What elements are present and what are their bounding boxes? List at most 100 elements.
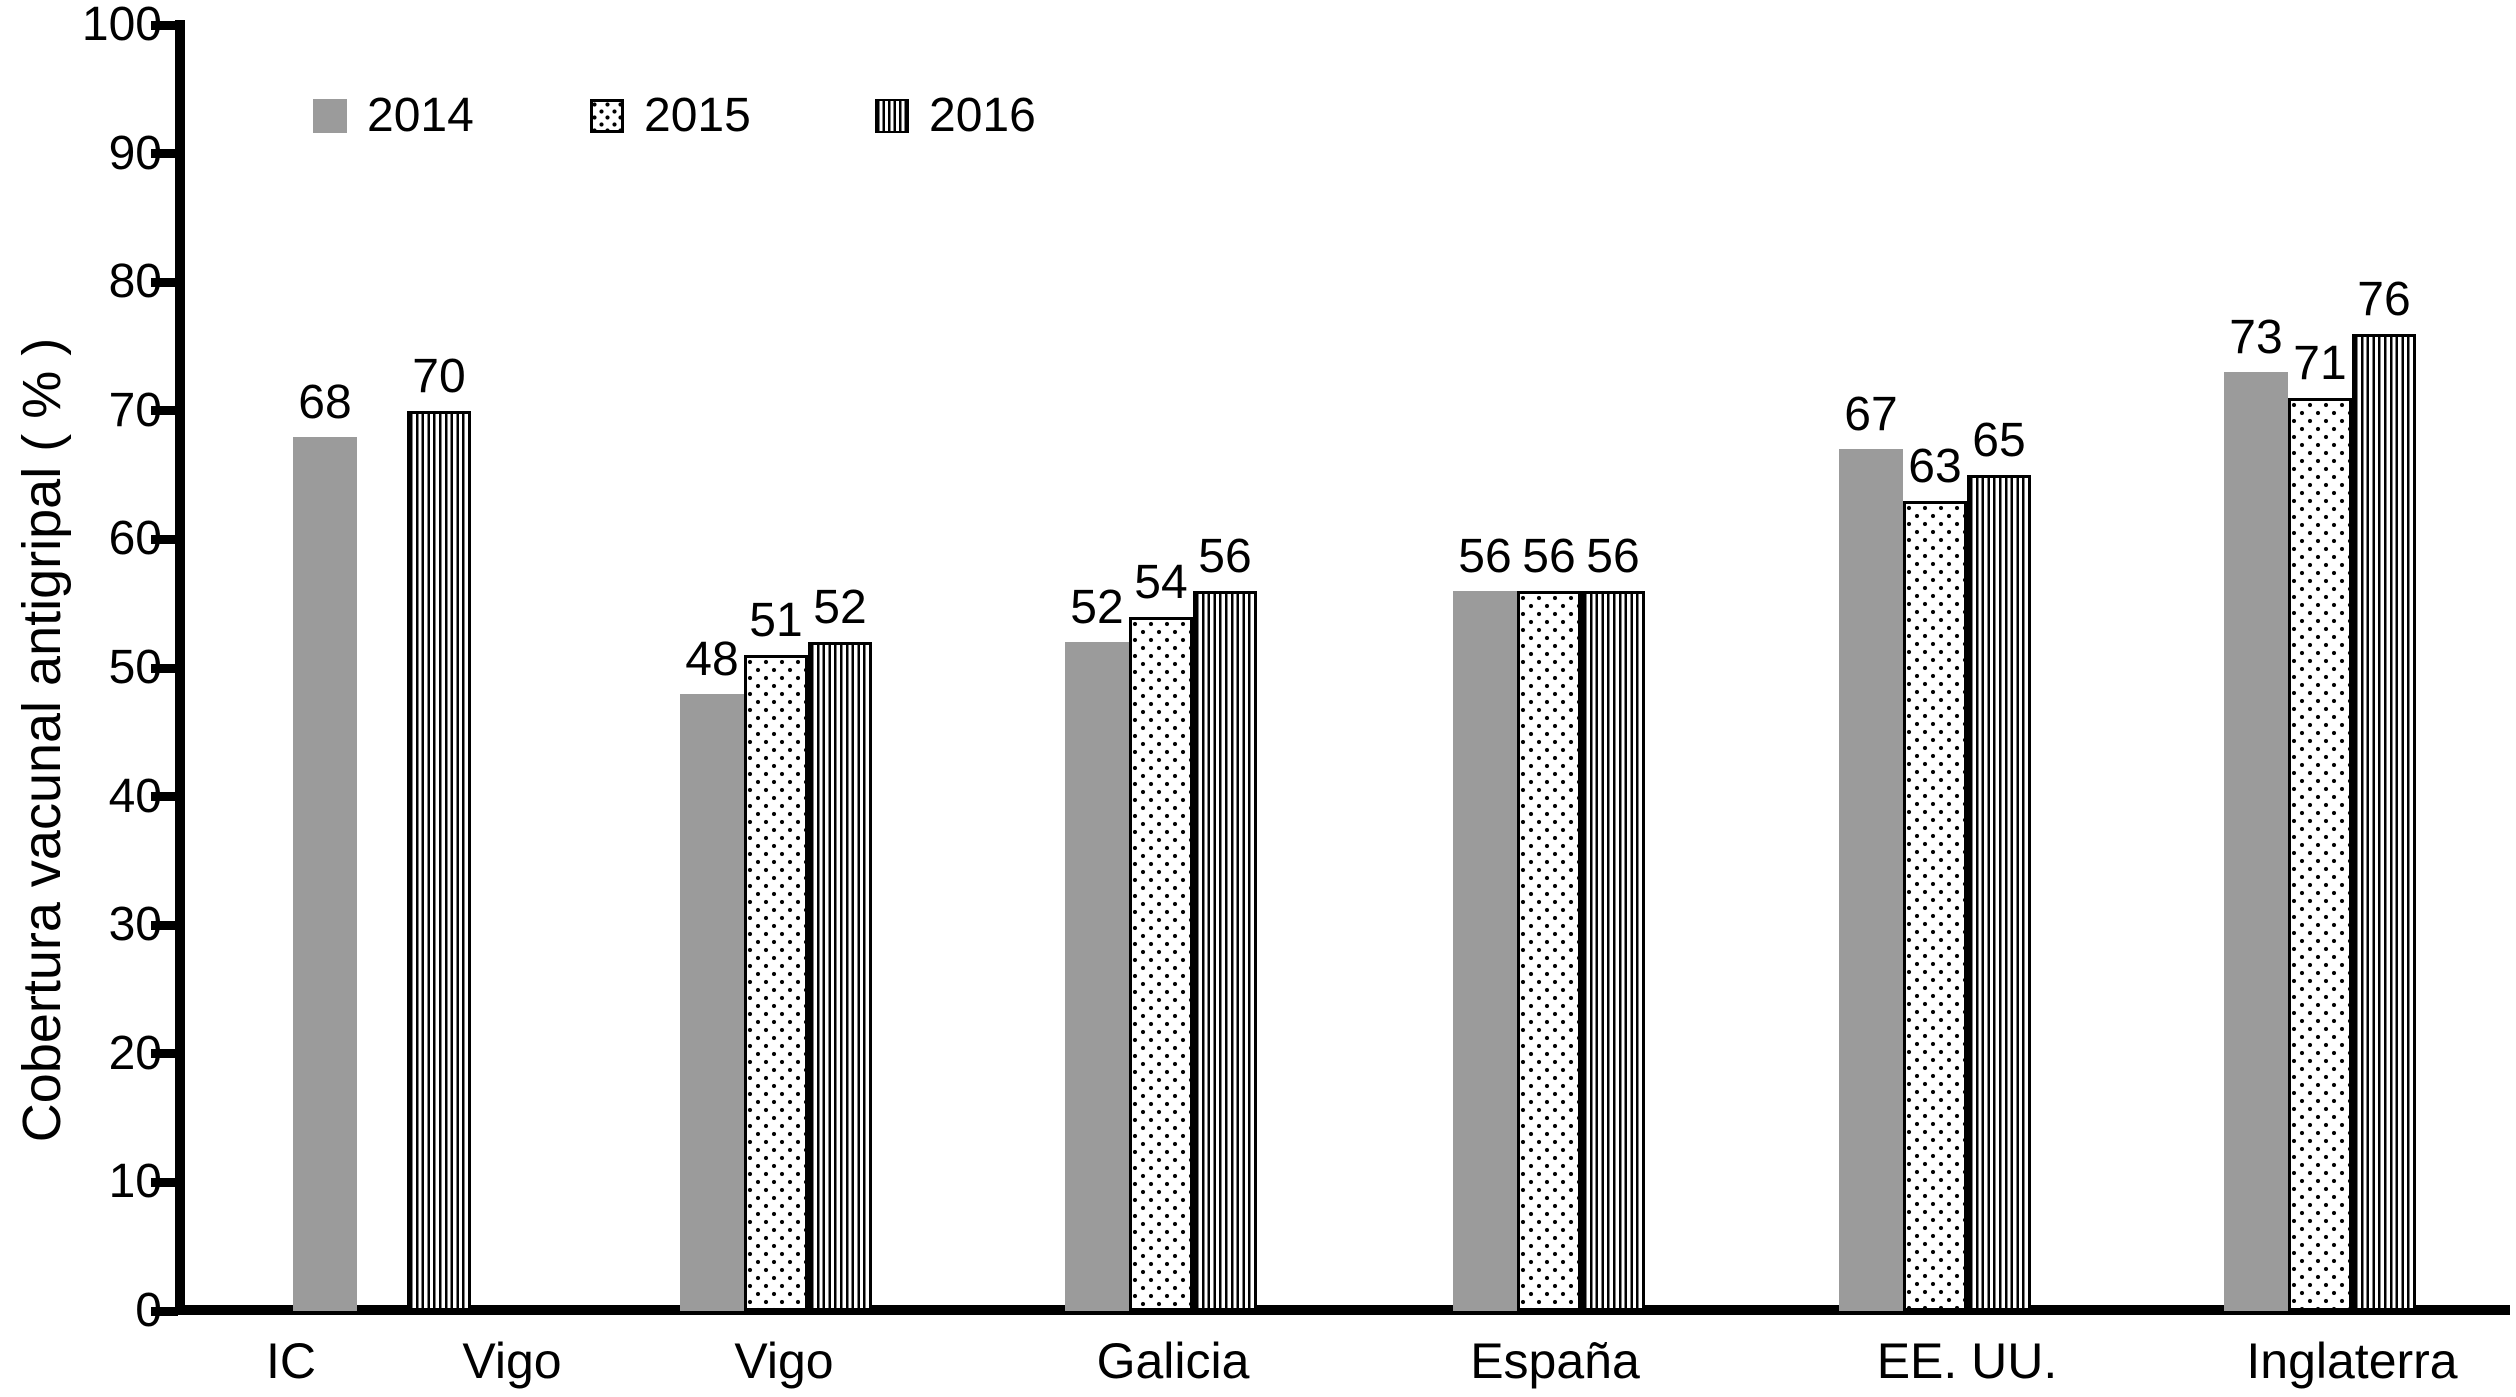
y-tick-label: 50 — [108, 641, 162, 694]
bar-column: 56 — [1517, 529, 1581, 1311]
category-label-España: España — [1470, 1333, 1640, 1389]
bar-group-Vigo: 48 51 52 — [680, 582, 872, 1311]
bar-España-2016 — [1581, 590, 1645, 1311]
y-tick-mark — [151, 406, 178, 416]
x-axis-line — [175, 1305, 2510, 1315]
y-tick-label: 70 — [108, 383, 162, 437]
y-tick-mark — [151, 534, 178, 544]
bar-column: 52 — [1065, 582, 1129, 1311]
bar-Galicia-2015 — [1129, 616, 1193, 1311]
bar-Galicia-2016 — [1193, 590, 1257, 1311]
legend-item-2014: 2014 — [313, 92, 474, 140]
bar-value-label: 68 — [298, 375, 352, 429]
bar-value-label: 56 — [1522, 529, 1576, 583]
bar-value-label: 70 — [412, 349, 466, 403]
bar-value-label: 76 — [2357, 272, 2411, 326]
bar-Galicia-2014 — [1065, 642, 1129, 1311]
y-tick-label: 20 — [108, 1026, 162, 1080]
y-tick-mark — [151, 1049, 178, 1059]
y-tick-mark — [151, 1306, 178, 1316]
legend-swatch-2014 — [313, 99, 347, 133]
bar-column: 52 — [808, 582, 872, 1311]
bar-EE. UU.-2016 — [1967, 475, 2031, 1311]
y-tick-mark — [151, 277, 178, 287]
bar-column: 65 — [1967, 415, 2031, 1311]
legend-label: 2015 — [644, 89, 751, 142]
bar-column: 70 — [407, 349, 471, 1311]
bar-value-label: 56 — [1198, 529, 1252, 583]
y-tick-mark — [151, 1177, 178, 1187]
category-label-EE. UU.: EE. UU. — [1876, 1333, 2058, 1389]
category-label-Galicia: Galicia — [1096, 1333, 1250, 1389]
legend-item-2015: 2015 — [590, 92, 751, 140]
y-tick-label: 30 — [108, 898, 162, 952]
bar-Vigo-2015 — [744, 655, 808, 1311]
bar-value-label: 56 — [1458, 529, 1512, 583]
y-axis-line — [175, 20, 185, 1315]
y-tick-mark — [151, 149, 178, 159]
bar-value-label: 65 — [1972, 414, 2026, 468]
bar-Vigo-2016 — [407, 410, 471, 1311]
bar-column: 63 — [1903, 439, 1967, 1311]
bar-column: 76 — [2352, 272, 2416, 1311]
bar-group-IC: 68 — [293, 375, 357, 1311]
bar-column: 48 — [680, 632, 744, 1311]
legend-label: 2014 — [367, 89, 474, 142]
y-tick-label: 90 — [108, 126, 162, 180]
bar-value-label: 51 — [749, 594, 803, 648]
legend-item-2016: 2016 — [875, 92, 1036, 140]
bar-IC-2014 — [293, 436, 357, 1311]
bar-group-Galicia: 52 54 56 — [1065, 529, 1257, 1311]
bar-Inglaterra-2015 — [2288, 397, 2352, 1311]
y-tick-label: 100 — [81, 0, 162, 51]
bar-column: 56 — [1581, 529, 1645, 1311]
y-tick-mark — [151, 663, 178, 673]
bar-Vigo-2016 — [808, 642, 872, 1311]
bar-value-label: 56 — [1586, 529, 1640, 583]
plot-area: 68 70 48 51 52 52 54 56 56 56 56 67 63 65 73 71 76 — [185, 25, 2510, 1311]
y-axis-title: Cobertura vacunal antigripal ( % ) — [12, 337, 72, 1143]
y-tick-mark — [151, 920, 178, 930]
y-tick-mark — [151, 792, 178, 802]
y-tick-mark — [151, 20, 178, 30]
bar-Inglaterra-2016 — [2352, 333, 2416, 1311]
bar-column: 68 — [293, 375, 357, 1311]
bar-value-label: 48 — [685, 632, 739, 686]
y-tick-label: 10 — [108, 1155, 162, 1209]
category-label-Vigo: Vigo — [462, 1333, 562, 1389]
bar-value-label: 52 — [813, 581, 867, 635]
category-label-IC: IC — [266, 1333, 316, 1389]
bar-column: 73 — [2224, 312, 2288, 1311]
bar-value-label: 73 — [2229, 311, 2283, 365]
bar-column: 51 — [744, 595, 808, 1311]
y-tick-label: 60 — [108, 512, 162, 566]
bar-column: 54 — [1129, 555, 1193, 1311]
bar-column: 71 — [2288, 336, 2352, 1311]
bar-Vigo-2014 — [680, 693, 744, 1311]
legend-swatch-2016 — [875, 99, 909, 133]
bar-Inglaterra-2014 — [2224, 372, 2288, 1311]
bar-column: 56 — [1453, 529, 1517, 1311]
legend-label: 2016 — [929, 89, 1036, 142]
bar-group-Vigo: 70 — [407, 349, 471, 1311]
bar-value-label: 71 — [2293, 336, 2347, 390]
legend-swatch-2015 — [590, 99, 624, 133]
category-label-Vigo: Vigo — [734, 1333, 834, 1389]
bar-value-label: 67 — [1844, 388, 1898, 442]
category-label-Inglaterra: Inglaterra — [2246, 1333, 2458, 1389]
bar-group-Inglaterra: 73 71 76 — [2224, 272, 2416, 1311]
bar-EE. UU.-2015 — [1903, 500, 1967, 1311]
bar-value-label: 54 — [1134, 555, 1188, 609]
bar-EE. UU.-2014 — [1839, 449, 1903, 1311]
bar-group-España: 56 56 56 — [1453, 529, 1645, 1311]
y-tick-label: 0 — [135, 1284, 162, 1337]
bar-group-EE. UU.: 67 63 65 — [1839, 389, 2031, 1311]
bar-value-label: 63 — [1908, 439, 1962, 493]
bar-column: 56 — [1193, 529, 1257, 1311]
bar-value-label: 52 — [1070, 581, 1124, 635]
bar-España-2014 — [1453, 590, 1517, 1311]
bar-España-2015 — [1517, 590, 1581, 1311]
y-tick-label: 40 — [108, 769, 162, 823]
y-tick-label: 80 — [108, 255, 162, 309]
